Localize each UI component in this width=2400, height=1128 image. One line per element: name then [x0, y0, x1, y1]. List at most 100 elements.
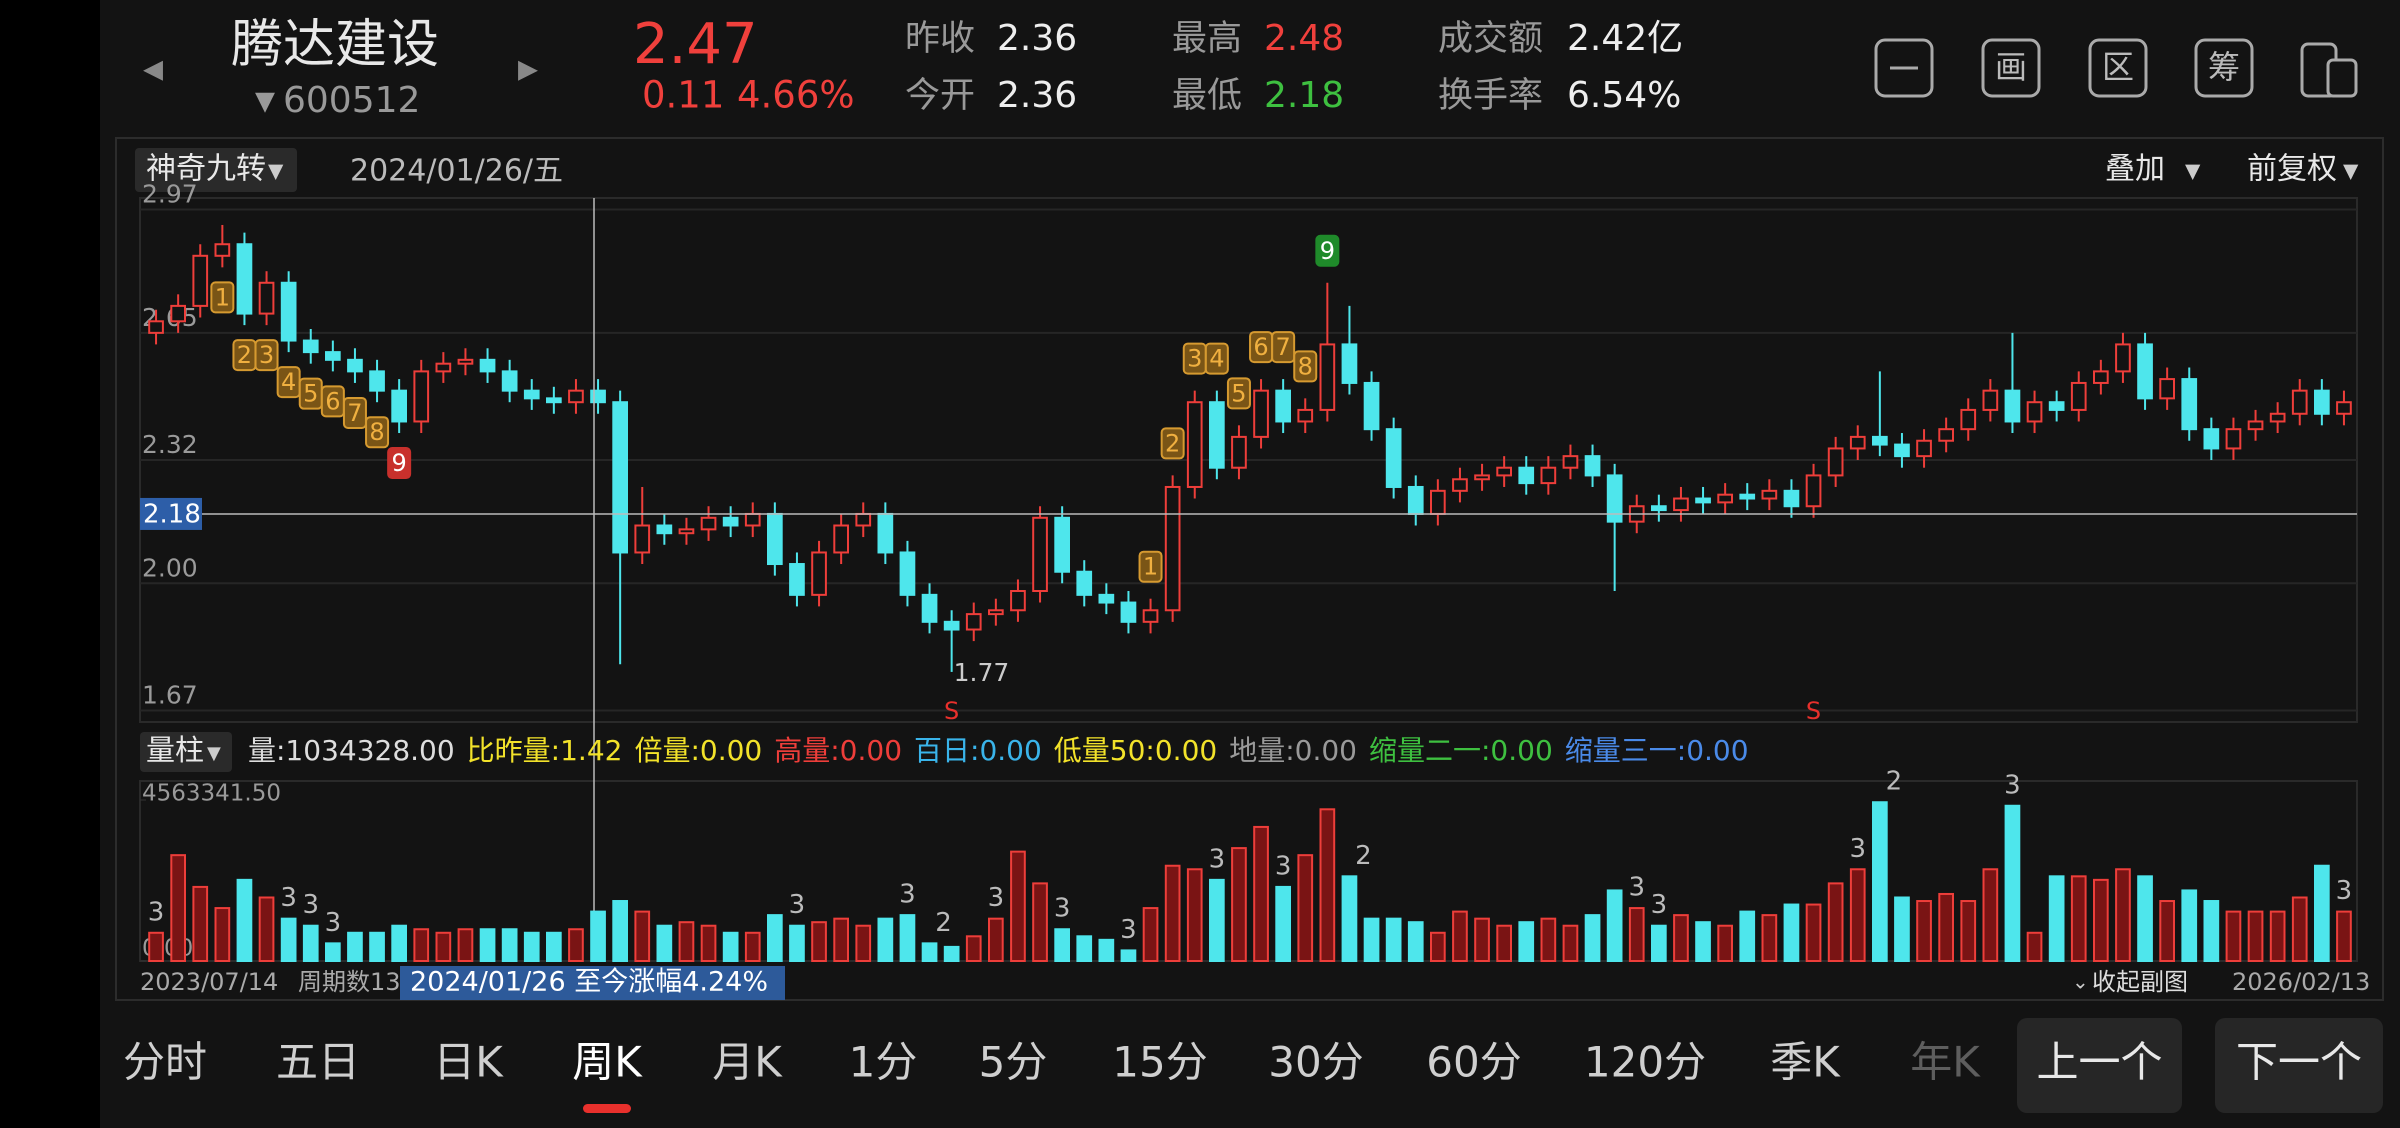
y-tick-label: 2.97: [142, 180, 198, 209]
candle-body: [1894, 443, 1910, 458]
volume-bar: [1761, 914, 1778, 962]
volume-bar: [899, 914, 916, 962]
period-tab[interactable]: 15分: [1112, 1038, 1207, 1087]
volume-indicator-select[interactable]: [140, 732, 232, 772]
indicator-name: 神奇九转: [146, 152, 266, 187]
volume-bar: [789, 924, 805, 962]
nav-button[interactable]: 上一个: [2036, 1038, 2162, 1087]
candle-body: [2070, 381, 2087, 411]
candle-body: [789, 563, 805, 596]
volume-bar: [1275, 885, 1292, 962]
collapse-button[interactable]: 收起副图: [2092, 968, 2188, 996]
period-tab[interactable]: 月K: [712, 1038, 783, 1087]
stat-value: 6.54%: [1567, 75, 1681, 116]
overlay-button[interactable]: 叠加: [2105, 152, 2165, 187]
candle-body: [568, 389, 584, 404]
volume-flag: 3: [988, 883, 1005, 913]
volume-bar: [192, 885, 209, 962]
period-tab[interactable]: 5分: [979, 1038, 1048, 1087]
period-tab[interactable]: 60分: [1426, 1038, 1521, 1087]
icon-button[interactable]: [1874, 38, 1934, 98]
period-tab[interactable]: 分时: [123, 1038, 207, 1087]
icon-button[interactable]: [2088, 38, 2148, 98]
icon-button[interactable]: [1981, 38, 2041, 98]
volume-bar: [1650, 924, 1667, 962]
candle-body: [766, 512, 783, 566]
nine-turn-badge: [1204, 342, 1229, 375]
nine-turn-badge: [365, 416, 390, 449]
candle-body: [324, 351, 341, 361]
candle-body: [678, 528, 695, 535]
period-tab[interactable]: 日K: [433, 1038, 504, 1087]
volume-bar: [457, 928, 474, 962]
period-tab[interactable]: 120分: [1584, 1038, 1706, 1087]
candle-body: [1076, 570, 1093, 596]
volume-bar: [545, 931, 562, 963]
candle-body: [1938, 428, 1955, 442]
volume-flag: 3: [1275, 851, 1292, 881]
y-tick-label: 1.67: [142, 680, 198, 709]
candle-body: [1673, 497, 1689, 512]
volume-bar: [877, 917, 894, 962]
next-arrow[interactable]: ▶: [518, 55, 538, 85]
adjust-button[interactable]: 前复权: [2247, 152, 2337, 187]
candle-body: [1385, 428, 1402, 488]
candle-body: [1120, 601, 1137, 623]
candle-body: [1164, 485, 1181, 612]
volume-bar: [744, 931, 761, 963]
volume-bar: [722, 931, 739, 963]
candle-body: [2313, 389, 2330, 415]
volume-bar: [1231, 847, 1247, 963]
candle-body: [2291, 389, 2308, 415]
period-tab[interactable]: 30分: [1268, 1038, 1363, 1087]
candle-body: [501, 370, 518, 392]
indicator-value: 低量50:0.00: [1054, 734, 1217, 767]
candle-body: [148, 320, 164, 334]
candle-body: [347, 358, 363, 373]
period-tab[interactable]: 1分: [849, 1038, 918, 1087]
volume-bar: [1849, 868, 1866, 963]
dropdown-icon[interactable]: ▼: [255, 87, 275, 117]
candle-body: [722, 516, 739, 527]
candle-body: [1054, 516, 1071, 573]
icon-label: 筹: [2208, 48, 2240, 86]
volume-bar: [1142, 907, 1159, 962]
candle-body: [590, 389, 606, 404]
nine-turn-label: 8: [1298, 352, 1313, 380]
nav-button-bg[interactable]: [2215, 1018, 2383, 1113]
volume-bar: [302, 924, 319, 962]
volume-bar: [921, 942, 938, 963]
volume-bar: [347, 931, 363, 963]
nav-button-bg[interactable]: [2017, 1018, 2182, 1113]
volume-flag: 3: [148, 897, 165, 927]
signal-marker: S: [944, 697, 959, 725]
volume-bar: [678, 921, 695, 963]
period-tab[interactable]: 五日: [276, 1038, 360, 1087]
icon-button[interactable]: [2194, 38, 2254, 98]
volume-bar: [1871, 801, 1888, 962]
period-tab[interactable]: 年K: [1910, 1038, 1981, 1087]
candle-body: [855, 512, 872, 527]
volume-flag: 3: [1209, 844, 1226, 874]
candle-body: [1695, 497, 1711, 504]
stat-value: 2.18: [1264, 75, 1344, 116]
dropdown-icon: ▼: [2343, 159, 2359, 183]
crosshair-label: 2.18: [143, 499, 201, 529]
volume-bar: [324, 942, 341, 963]
candle-body: [258, 281, 275, 315]
icon-label: 区: [2102, 48, 2134, 86]
prev-arrow[interactable]: ◀: [143, 55, 163, 85]
volume-bar: [2336, 910, 2352, 963]
volume-bar: [1827, 882, 1844, 962]
candle-body: [965, 613, 982, 631]
indicator-select[interactable]: [135, 148, 297, 192]
candle-body: [656, 524, 673, 535]
volume-bar: [2225, 910, 2242, 963]
nav-button[interactable]: 下一个: [2236, 1038, 2362, 1087]
volume-bar: [2247, 910, 2264, 963]
volume-bar: [1164, 864, 1181, 962]
period-tab[interactable]: 季K: [1770, 1038, 1841, 1087]
indicator-value: 量:1034328.00: [248, 734, 455, 767]
indicator-value: 缩量三一:0.00: [1565, 734, 1749, 767]
period-tab[interactable]: 周K: [572, 1038, 643, 1087]
